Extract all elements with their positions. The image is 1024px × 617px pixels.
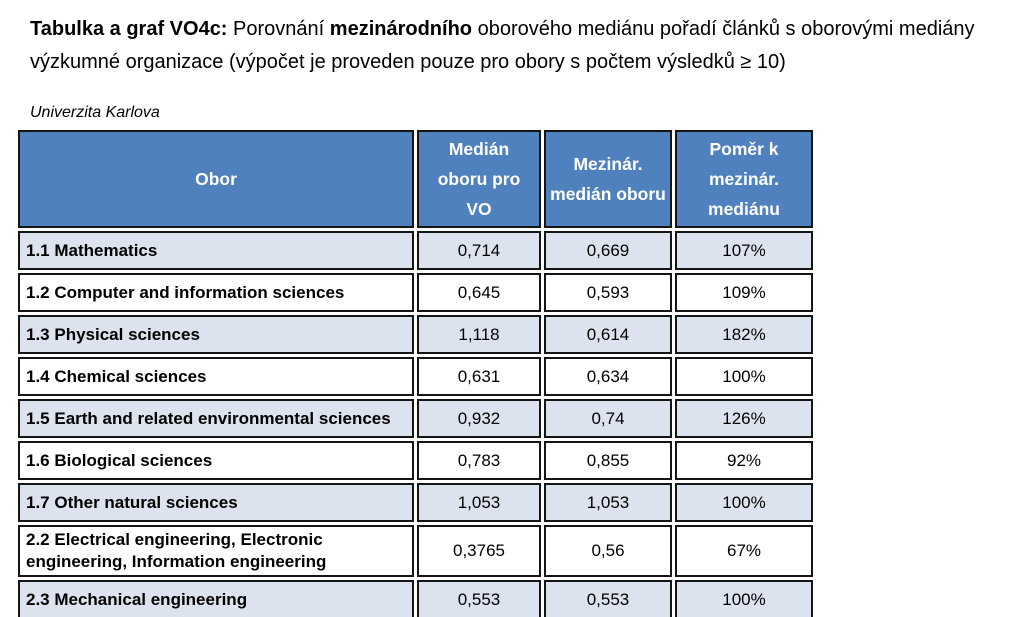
cell-median-vo: 0,3765 [417,525,541,577]
cell-obor: 1.2 Computer and information sciences [18,273,414,312]
cell-pomer: 182% [675,315,813,354]
column-header-pomer-k-mezinar-medianu: Poměr k mezinár. mediánu [675,130,813,228]
cell-median-int: 0,56 [544,525,672,577]
column-header-obor: Obor [18,130,414,228]
title-bold-prefix: Tabulka a graf VO4c: [30,18,228,40]
cell-pomer: 126% [675,399,813,438]
cell-pomer: 100% [675,357,813,396]
cell-obor: 1.7 Other natural sciences [18,483,414,522]
cell-median-vo: 0,932 [417,399,541,438]
table-header-row: Obor Medián oboru pro VO Mezinár. medián… [18,130,813,228]
cell-obor: 2.2 Electrical engineering, Electronic e… [18,525,414,577]
table-row: 1.2 Computer and information sciences 0,… [18,273,813,312]
cell-median-vo: 1,053 [417,483,541,522]
cell-obor: 1.4 Chemical sciences [18,357,414,396]
cell-pomer: 109% [675,273,813,312]
organization-name: Univerzita Karlova [30,104,160,121]
column-header-mezinar-median-oboru: Mezinár. medián oboru [544,130,672,228]
title-segment: oborového mediánu pořadí článků s oborov… [30,18,986,73]
cell-median-int: 0,553 [544,580,672,617]
page-title: Tabulka a graf VO4c: Porovnání mezinárod… [30,13,1015,79]
cell-pomer: 92% [675,441,813,480]
cell-median-int: 0,74 [544,399,672,438]
cell-median-int: 0,855 [544,441,672,480]
title-bold-keyword: mezinárodního [329,18,473,40]
table-row: 1.3 Physical sciences 1,118 0,614 182% [18,315,813,354]
table-row: 1.7 Other natural sciences 1,053 1,053 1… [18,483,813,522]
table-row: 1.4 Chemical sciences 0,631 0,634 100% [18,357,813,396]
cell-obor: 2.3 Mechanical engineering [18,580,414,617]
table-row: 1.5 Earth and related environmental scie… [18,399,813,438]
column-header-median-oboru-pro-vo: Medián oboru pro VO [417,130,541,228]
cell-pomer: 67% [675,525,813,577]
cell-obor: 1.5 Earth and related environmental scie… [18,399,414,438]
median-comparison-table: Obor Medián oboru pro VO Mezinár. medián… [15,127,816,617]
cell-median-vo: 0,714 [417,231,541,270]
cell-obor: 1.6 Biological sciences [18,441,414,480]
cell-obor: 1.3 Physical sciences [18,315,414,354]
cell-pomer: 107% [675,231,813,270]
cell-median-vo: 0,645 [417,273,541,312]
table-row: 2.2 Electrical engineering, Electronic e… [18,525,813,577]
table-row: 1.1 Mathematics 0,714 0,669 107% [18,231,813,270]
cell-median-vo: 0,553 [417,580,541,617]
table-row: 2.3 Mechanical engineering 0,553 0,553 1… [18,580,813,617]
cell-median-int: 0,593 [544,273,672,312]
cell-obor: 1.1 Mathematics [18,231,414,270]
table-row: 1.6 Biological sciences 0,783 0,855 92% [18,441,813,480]
cell-median-int: 1,053 [544,483,672,522]
cell-median-int: 0,614 [544,315,672,354]
cell-median-vo: 1,118 [417,315,541,354]
title-segment: Porovnání [227,18,330,40]
cell-median-vo: 0,631 [417,357,541,396]
cell-median-int: 0,634 [544,357,672,396]
cell-median-vo: 0,783 [417,441,541,480]
cell-median-int: 0,669 [544,231,672,270]
cell-pomer: 100% [675,483,813,522]
cell-pomer: 100% [675,580,813,617]
